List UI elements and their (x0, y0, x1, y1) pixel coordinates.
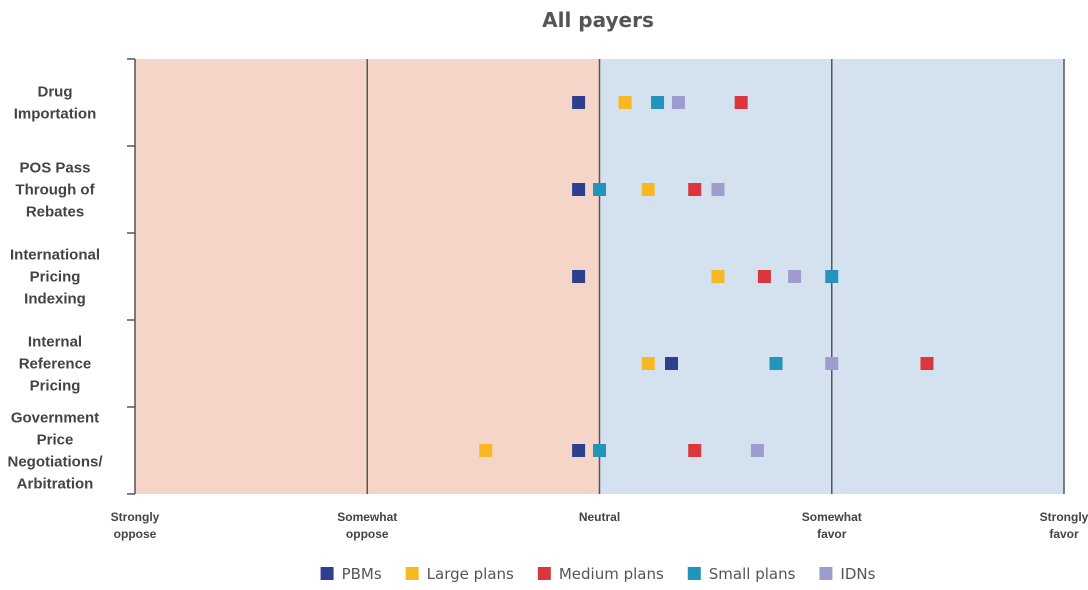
legend-swatch (537, 567, 551, 580)
point-small-plans (593, 183, 606, 196)
point-small-plans (651, 96, 665, 109)
legend-label: IDNs (840, 565, 875, 583)
category-label: Through of (15, 182, 95, 199)
category-label: Price (37, 432, 74, 449)
legend-swatch (687, 567, 701, 580)
point-small-plans (593, 444, 606, 457)
point-medium-plans (920, 357, 934, 370)
point-large-plans (618, 96, 632, 109)
legend-label: PBMs (342, 565, 382, 583)
category-label: Internal (28, 334, 82, 351)
point-idns (671, 96, 685, 109)
legend-label: Small plans (709, 565, 796, 583)
point-idns (750, 444, 764, 457)
point-small-plans (825, 270, 839, 283)
category-label: Negotiations/ (7, 454, 103, 471)
category-label: Pricing (30, 269, 81, 286)
point-medium-plans (757, 270, 771, 283)
legend-swatch (819, 567, 833, 580)
point-large-plans (641, 183, 655, 196)
category-label: Arbitration (17, 476, 94, 493)
category-label: Drug (38, 84, 73, 101)
x-tick-label: Somewhat oppose (337, 510, 397, 541)
legend-label: Large plans (427, 565, 514, 583)
point-medium-plans (688, 444, 702, 457)
point-idns (788, 270, 802, 283)
point-idns (825, 357, 839, 370)
x-tick-label: Strongly oppose (111, 510, 160, 541)
category-label: Rebates (26, 204, 84, 221)
point-idns (711, 183, 725, 196)
point-pbms (572, 444, 586, 457)
point-medium-plans (734, 96, 748, 109)
point-pbms (572, 183, 586, 196)
category-label: International (10, 247, 100, 264)
x-tick-labels: Strongly oppose Somewhat oppose Neutral Somew… (111, 510, 1088, 541)
chart-title: All payers (542, 8, 654, 32)
category-label: Indexing (24, 291, 86, 308)
legend-swatch (320, 567, 334, 580)
category-label: Importation (14, 106, 97, 123)
point-small-plans (769, 357, 783, 370)
point-large-plans (641, 357, 655, 370)
category-label: POS Pass (20, 160, 91, 177)
point-large-plans (711, 270, 725, 283)
point-pbms (572, 96, 586, 109)
legend: PBMs Large plans Medium plans Small plans ID… (320, 565, 876, 583)
x-tick-label: Neutral (579, 510, 620, 524)
point-pbms (572, 270, 586, 283)
point-medium-plans (688, 183, 702, 196)
legend-swatch (405, 567, 419, 580)
legend-label: Medium plans (559, 565, 664, 583)
x-tick-label: Strongly favor (1040, 510, 1088, 541)
y-axis (127, 58, 136, 495)
category-label: Pricing (30, 378, 81, 395)
category-label: Reference (19, 356, 92, 373)
category-label: Government (11, 410, 99, 427)
category-labels: Drug Importation POS Pass Through of Rebates… (7, 84, 103, 493)
x-tick-label: Somewhat favor (802, 510, 862, 541)
data-points (479, 96, 934, 457)
point-pbms (664, 357, 678, 370)
point-large-plans (479, 444, 493, 457)
